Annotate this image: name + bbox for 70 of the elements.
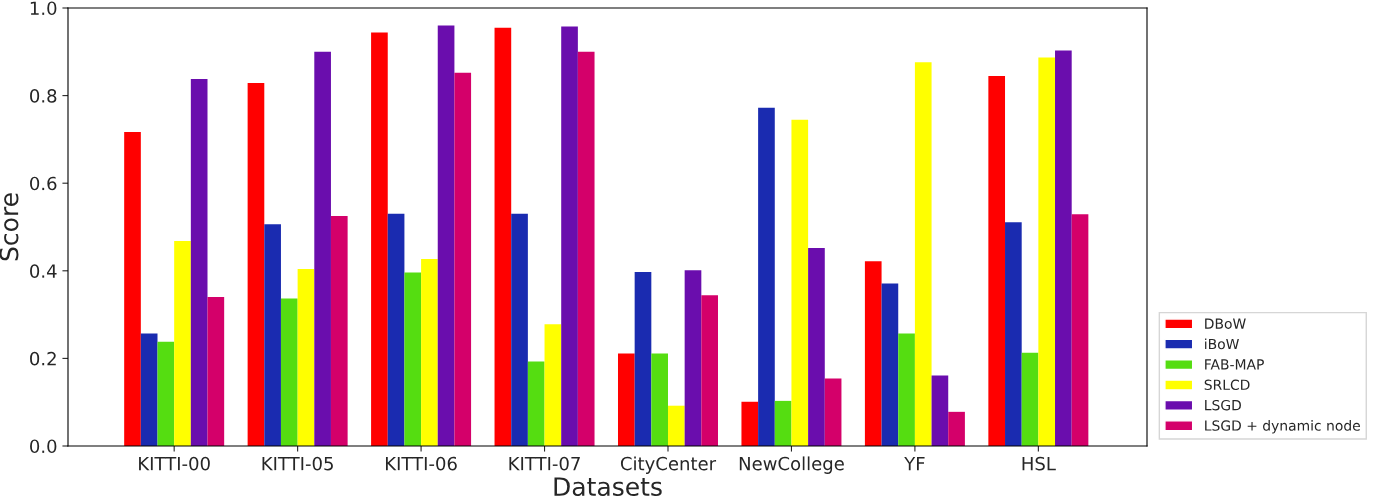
bar xyxy=(791,119,809,446)
bar xyxy=(264,224,281,446)
x-tick-label: NewCollege xyxy=(739,456,844,474)
y-tick-label: 0.6 xyxy=(30,176,57,191)
bar xyxy=(864,261,882,446)
y-tick-label: 1.0 xyxy=(30,1,57,16)
bar xyxy=(387,213,405,446)
bar xyxy=(1005,222,1022,446)
y-tick-label: 0.2 xyxy=(30,351,56,366)
bar xyxy=(421,258,438,446)
bar xyxy=(1038,57,1056,446)
bar xyxy=(758,107,775,446)
bar xyxy=(824,378,842,446)
bar xyxy=(651,353,668,446)
bar xyxy=(948,411,965,446)
legend-label: LSGD xyxy=(1205,399,1241,411)
bar xyxy=(280,298,298,446)
y-tick-label: 0.0 xyxy=(30,439,57,454)
bar xyxy=(404,272,422,446)
bar xyxy=(914,62,932,446)
bar xyxy=(667,405,685,446)
bar xyxy=(511,213,528,446)
bar xyxy=(881,283,899,446)
x-tick-label: KITTI-07 xyxy=(509,456,580,471)
bar xyxy=(561,26,578,446)
y-tick-label: 0.8 xyxy=(30,89,57,103)
bar xyxy=(741,401,759,446)
x-tick-label: CityCenter xyxy=(620,456,717,474)
x-tick-label: KITTI-05 xyxy=(262,456,333,471)
legend-label: LSGD + dynamic node xyxy=(1205,420,1360,434)
bar xyxy=(931,375,949,446)
bar xyxy=(808,248,825,446)
bar xyxy=(577,51,595,446)
x-tick-label: KITTI-00 xyxy=(139,456,210,471)
y-tick-label: 0.4 xyxy=(30,264,57,278)
legend-label: iBoW xyxy=(1205,338,1239,350)
bar xyxy=(701,295,718,446)
x-tick-label: HSL xyxy=(1022,456,1056,471)
x-tick-label: KITTI-06 xyxy=(385,456,457,471)
bar xyxy=(684,270,702,446)
bar xyxy=(124,131,141,446)
bar xyxy=(174,241,191,446)
bar xyxy=(454,72,472,446)
bar xyxy=(371,32,388,446)
y-axis-title: Score xyxy=(0,193,19,261)
bar xyxy=(527,361,545,446)
x-axis-title: Datasets xyxy=(554,477,662,497)
bar xyxy=(494,27,512,446)
bar xyxy=(330,216,348,446)
bar xyxy=(1021,352,1039,446)
bar xyxy=(634,272,652,446)
bar xyxy=(207,297,225,446)
bar xyxy=(297,269,315,446)
x-tick-label: YF xyxy=(904,456,925,471)
bar xyxy=(190,78,208,446)
legend-label: FAB-MAP xyxy=(1205,359,1264,370)
bar xyxy=(1055,50,1072,446)
bar xyxy=(617,353,635,446)
bar xyxy=(437,25,455,446)
bar xyxy=(544,324,562,446)
bar xyxy=(157,341,175,446)
bar xyxy=(988,75,1006,446)
bar xyxy=(247,82,265,446)
legend-label: SRLCD xyxy=(1204,379,1250,391)
bar xyxy=(774,400,792,446)
bar xyxy=(898,333,915,446)
bar xyxy=(140,333,158,446)
legend-label: DBoW xyxy=(1205,318,1246,329)
bar xyxy=(1071,214,1089,446)
bar xyxy=(314,51,331,446)
